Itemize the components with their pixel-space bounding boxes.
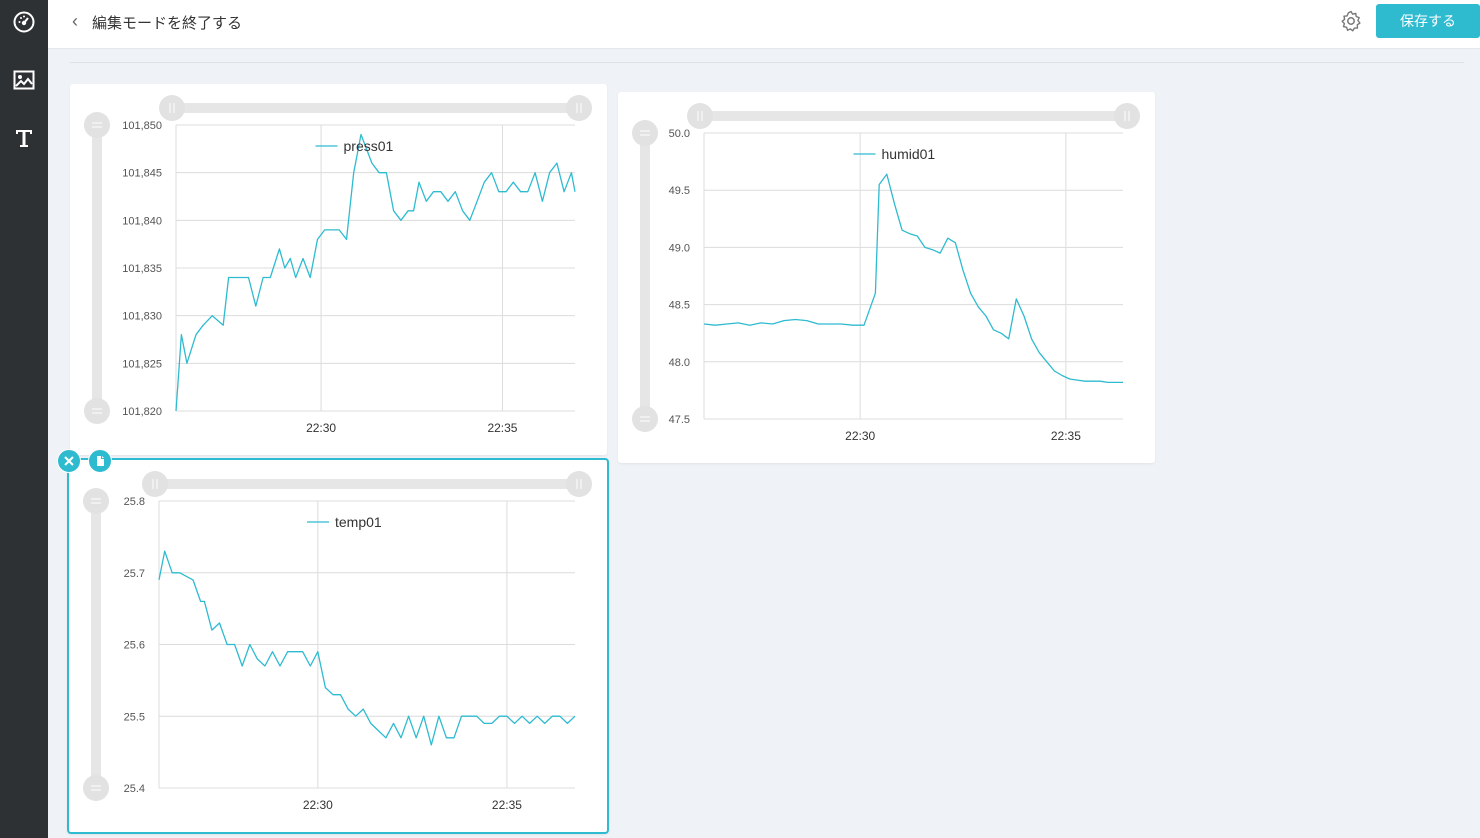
y-tick-label: 25.5 xyxy=(124,711,145,723)
chart-card-humid01[interactable]: 50.0 49.5 49.0 48.5 48.0 47.5 22:30 22:35 humid0… xyxy=(618,92,1155,463)
y-tick-label: 25.7 xyxy=(124,568,145,580)
x-slider-handle-right xyxy=(566,471,592,497)
series-line-temp01 xyxy=(158,550,576,746)
exit-edit-mode-link[interactable]: ‹ 編集モードを終了する xyxy=(72,8,242,36)
series-line-humid01 xyxy=(703,173,1123,384)
dashboard-icon xyxy=(13,11,35,33)
y-tick-label: 47.5 xyxy=(669,414,690,426)
y-tick-label: 48.5 xyxy=(669,300,690,312)
gear-icon xyxy=(1341,10,1361,32)
y-tick-label: 48.0 xyxy=(669,357,690,369)
x-range-slider-track xyxy=(172,103,579,113)
y-tick-label: 101,845 xyxy=(122,168,162,180)
copy-icon xyxy=(97,456,104,466)
sidebar-item-dashboard[interactable] xyxy=(0,2,48,42)
y-tick-label: 101,830 xyxy=(122,311,162,323)
y-range-slider-track xyxy=(640,133,650,419)
legend-label: humid01 xyxy=(882,146,936,162)
y-tick-label: 101,850 xyxy=(122,120,162,132)
x-tick-label: 22:35 xyxy=(1051,429,1081,443)
y-tick-label: 101,820 xyxy=(122,406,162,418)
y-tick-label: 101,825 xyxy=(122,358,162,370)
y-slider-handle-top xyxy=(84,112,110,138)
x-slider-handle-right xyxy=(1114,103,1140,129)
x-tick-label: 22:35 xyxy=(492,798,522,812)
close-icon xyxy=(64,456,74,466)
settings-button[interactable] xyxy=(1336,6,1366,36)
x-slider-handle-left xyxy=(142,471,168,497)
sidebar-item-text[interactable] xyxy=(0,118,48,158)
exit-edit-mode-label: 編集モードを終了する xyxy=(92,14,243,32)
y-slider-handle-top xyxy=(83,488,109,514)
y-tick-label: 101,840 xyxy=(122,215,162,227)
y-range-slider-track xyxy=(91,501,101,788)
text-icon xyxy=(16,130,32,147)
chart-card-temp01[interactable]: 25.8 25.7 25.6 25.5 25.4 22:30 22:35 temp01 xyxy=(67,458,609,834)
y-tick-label: 49.0 xyxy=(669,242,690,254)
y-tick-label: 49.5 xyxy=(669,185,690,197)
legend-label: temp01 xyxy=(335,514,382,530)
sidebar xyxy=(0,0,48,838)
legend-label: press01 xyxy=(344,138,394,154)
top-bar xyxy=(48,0,1480,49)
chart-temp01: 25.8 25.7 25.6 25.5 25.4 22:30 22:35 temp01 xyxy=(83,471,592,812)
x-tick-label: 22:30 xyxy=(845,429,875,443)
sidebar-item-image[interactable] xyxy=(0,60,48,100)
chart-press01: 101,850 101,845 101,840 101,835 101,830 101,8… xyxy=(84,95,592,435)
y-tick-label: 101,835 xyxy=(122,263,162,275)
x-tick-label: 22:30 xyxy=(306,421,336,435)
series-line-press01 xyxy=(175,133,576,412)
y-tick-label: 25.6 xyxy=(124,640,145,652)
y-tick-label: 25.4 xyxy=(124,783,145,795)
chart-card-press01[interactable]: 101,850 101,845 101,840 101,835 101,830 101,8… xyxy=(70,84,607,455)
chart-humid01: 50.0 49.5 49.0 48.5 48.0 47.5 22:30 22:35 humid0… xyxy=(632,103,1140,443)
chevron-left-icon: ‹ xyxy=(72,10,78,31)
save-button[interactable]: 保存する xyxy=(1376,4,1480,38)
x-tick-label: 22:35 xyxy=(487,421,517,435)
y-tick-label: 50.0 xyxy=(669,128,690,140)
image-icon xyxy=(13,70,35,90)
x-slider-handle-right xyxy=(566,95,592,121)
x-slider-handle-left xyxy=(159,95,185,121)
x-range-slider-track xyxy=(155,479,579,489)
y-slider-handle-top xyxy=(632,120,658,146)
x-tick-label: 22:30 xyxy=(303,798,333,812)
x-slider-handle-left xyxy=(687,103,713,129)
y-slider-handle-bottom xyxy=(632,406,658,432)
copy-widget-button[interactable] xyxy=(88,449,112,473)
remove-widget-button[interactable] xyxy=(57,449,81,473)
y-tick-label: 25.8 xyxy=(124,496,145,508)
y-slider-handle-bottom xyxy=(84,398,110,424)
y-slider-handle-bottom xyxy=(83,775,109,801)
divider xyxy=(70,62,1464,63)
y-range-slider-track xyxy=(92,125,102,411)
x-range-slider-track xyxy=(700,111,1127,121)
